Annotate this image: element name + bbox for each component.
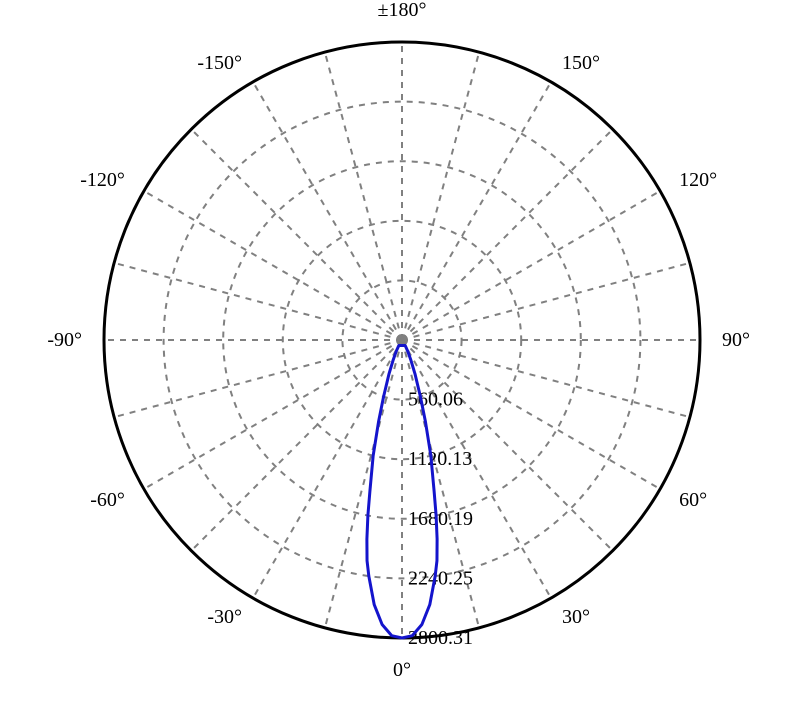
radial-label: 2240.25 (408, 567, 473, 589)
radial-label: 1120.13 (408, 448, 472, 470)
angle-label: 30° (562, 606, 590, 628)
angle-label: -150° (197, 52, 242, 74)
radial-label: 560.06 (408, 389, 463, 411)
angle-label: 120° (679, 169, 717, 191)
polar-chart: ±180° 150° 120° 90° 60° 30° 0° -30° -60° -90° -120… (0, 0, 805, 709)
angle-label: 90° (722, 329, 750, 351)
angle-label: 150° (562, 52, 600, 74)
angle-label: 0° (393, 659, 411, 681)
angle-label: ±180° (378, 0, 427, 21)
angle-label: -90° (47, 329, 82, 351)
radial-label: 1680.19 (408, 508, 473, 530)
polar-svg: ±180° 150° 120° 90° 60° 30° 0° -30° -60° -90° -120… (0, 0, 805, 709)
radial-labels: 560.061120.131680.192240.252800.31 (408, 389, 473, 649)
angle-label: -120° (80, 169, 125, 191)
angle-label: -30° (207, 606, 242, 628)
angle-label: 60° (679, 489, 707, 511)
grid (104, 42, 700, 638)
angle-label: -60° (90, 489, 125, 511)
